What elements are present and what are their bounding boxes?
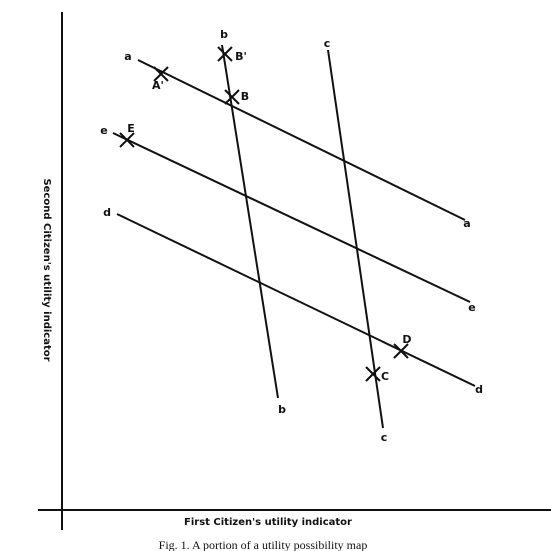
curve [137,59,466,221]
curve-label: d [475,383,483,396]
curve [112,132,471,303]
curve-label: c [381,431,388,444]
point-label: B' [235,50,247,63]
point-label: C [381,370,389,383]
x-axis-label: First Citizen's utility indicator [184,517,352,528]
point-label: D [402,333,411,346]
curve-label: b [278,403,286,416]
point-label: E [127,122,135,135]
curve [327,49,384,429]
point-cross [119,132,135,148]
curve [221,44,279,399]
y-axis-label: Second Citizen's utility indicator [41,178,52,361]
point-cross [217,46,233,62]
curve-label: c [324,37,331,50]
curve-label: d [103,206,111,219]
point-cross [224,89,240,105]
curve-label: e [100,124,107,137]
point-cross [365,366,381,382]
caption: Fig. 1. A portion of a utility possibili… [159,538,368,551]
point-label: A' [152,79,164,92]
curve [116,213,476,387]
curve-label: e [468,301,475,314]
curve-label: a [463,217,470,230]
curve-label: a [124,50,131,63]
point-label: B [241,90,249,103]
point-cross [393,343,409,359]
curve-label: b [220,28,228,41]
point-cross [153,66,169,82]
